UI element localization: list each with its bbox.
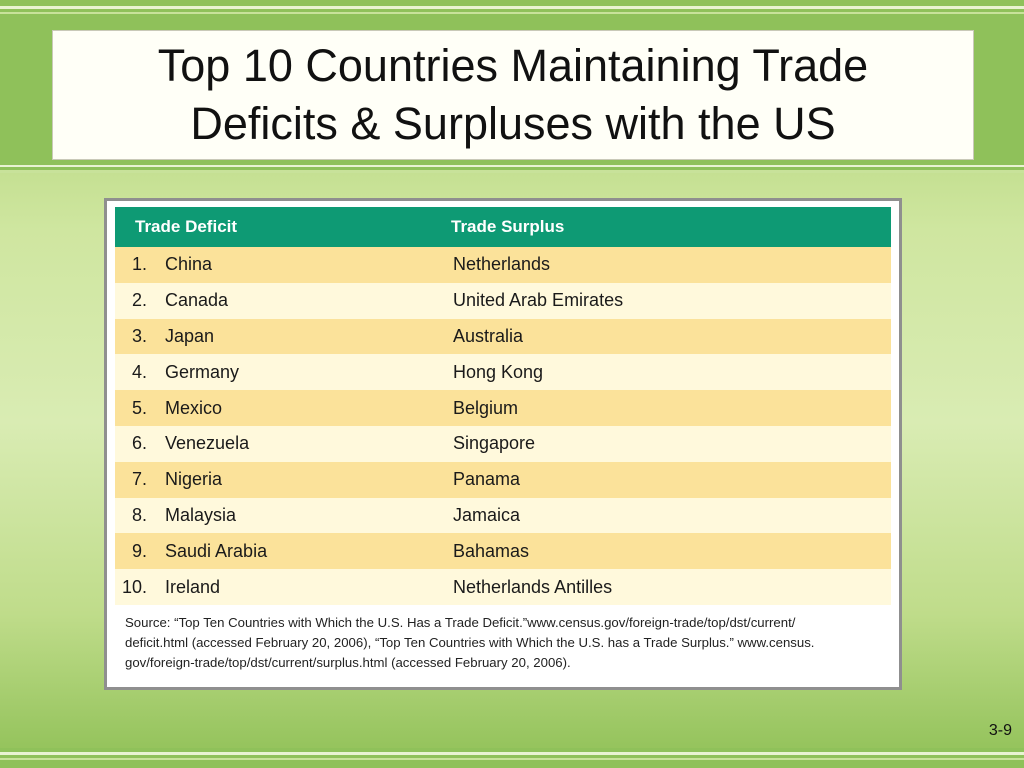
bottom-stripe <box>0 758 1024 760</box>
title-line-1: Top 10 Countries Maintaining Trade <box>157 40 869 91</box>
deficit-country: Malaysia <box>165 504 237 525</box>
deficit-country: Venezuela <box>165 433 250 454</box>
source-note: Source: “Top Ten Countries with Which th… <box>115 613 891 673</box>
top-stripe <box>0 170 1024 173</box>
slide-title: Top 10 Countries Maintaining Trade Defic… <box>52 30 974 160</box>
table-row: 7. Nigeria Panama <box>115 461 891 498</box>
table-row: 10. Ireland Netherlands Antilles <box>115 569 891 605</box>
surplus-country: Bahamas <box>453 540 530 561</box>
header-trade-deficit: Trade Deficit <box>135 217 238 236</box>
top-stripe <box>0 12 1024 14</box>
deficit-country: Japan <box>165 325 215 346</box>
table-row: 8. Malaysia Jamaica <box>115 497 891 534</box>
table-header: Trade Deficit Trade Surplus <box>115 207 891 247</box>
surplus-country: Panama <box>453 469 521 490</box>
title-line-2: Deficits & Surpluses with the US <box>190 98 836 149</box>
row-number: 9. <box>131 540 147 561</box>
page-number: 3-9 <box>988 722 1012 739</box>
deficit-country: Germany <box>165 361 240 382</box>
source-line-3: gov/foreign-trade/top/dst/current/surplu… <box>125 654 571 670</box>
table-row: 6. Venezuela Singapore <box>115 425 891 462</box>
table-row: 4. Germany Hong Kong <box>115 354 891 391</box>
surplus-country: Jamaica <box>453 504 521 525</box>
row-number: 5. <box>131 397 147 418</box>
surplus-country: United Arab Emirates <box>453 290 624 311</box>
table-row: 5. Mexico Belgium <box>115 390 891 426</box>
surplus-country: Hong Kong <box>453 361 544 382</box>
table-body: Trade Deficit Trade Surplus 1. China Net… <box>115 207 891 673</box>
table-row: 9. Saudi Arabia Bahamas <box>115 533 891 570</box>
table-row: 2. Canada United Arab Emirates <box>115 282 891 319</box>
row-number: 4. <box>131 361 147 382</box>
header-trade-surplus: Trade Surplus <box>451 217 565 236</box>
table-row: 3. Japan Australia <box>115 318 891 355</box>
deficit-country: Saudi Arabia <box>165 540 268 561</box>
surplus-country: Singapore <box>453 433 536 454</box>
row-number: 7. <box>131 469 147 490</box>
surplus-country: Netherlands Antilles <box>453 576 613 597</box>
row-number: 2. <box>131 290 147 311</box>
source-line-2: deficit.html (accessed February 20, 2006… <box>125 634 815 650</box>
top-stripe <box>0 6 1024 9</box>
source-line-1: Source: “Top Ten Countries with Which th… <box>125 614 796 630</box>
row-number: 3. <box>131 325 147 346</box>
row-number: 6. <box>131 433 147 454</box>
row-number: 10. <box>121 576 147 597</box>
surplus-country: Australia <box>453 325 524 346</box>
deficit-country: Nigeria <box>165 469 223 490</box>
surplus-country: Belgium <box>453 397 519 418</box>
table-row: 1. China Netherlands <box>115 247 891 283</box>
deficit-country: China <box>165 254 213 275</box>
row-number: 1. <box>131 254 147 275</box>
surplus-country: Netherlands <box>453 254 551 275</box>
row-number: 8. <box>131 504 147 525</box>
deficit-country: Mexico <box>165 397 223 418</box>
trade-table: Trade Deficit Trade Surplus 1. China Net… <box>104 198 902 690</box>
top-stripe <box>0 165 1024 167</box>
deficit-country: Canada <box>165 290 229 311</box>
deficit-country: Ireland <box>165 576 221 597</box>
bottom-stripe <box>0 752 1024 755</box>
